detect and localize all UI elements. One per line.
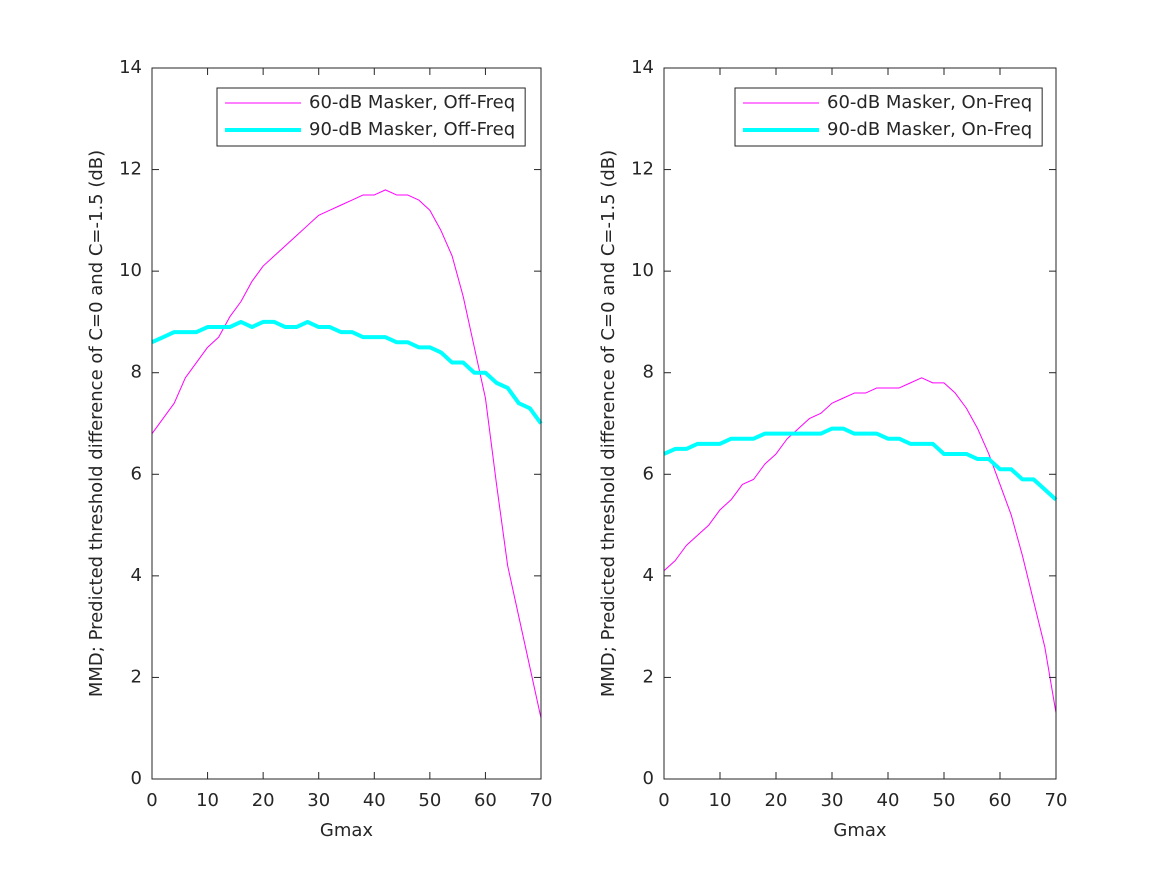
- plot-area: [664, 68, 1056, 779]
- x-tick-label: 50: [933, 790, 956, 811]
- plot-area: [152, 68, 541, 779]
- y-tick-label: 2: [131, 666, 142, 687]
- x-tick-label: 40: [877, 790, 900, 811]
- y-tick-label: 14: [119, 57, 142, 78]
- y-tick-label: 4: [131, 565, 142, 586]
- y-axis-label: MMD; Predicted threshold difference of C…: [598, 150, 619, 697]
- legend-label: 90-dB Masker, Off-Freq: [309, 119, 515, 140]
- legend-label: 60-dB Masker, Off-Freq: [309, 92, 515, 113]
- legend-box: [734, 87, 1043, 147]
- x-tick-label: 40: [363, 790, 386, 811]
- x-tick-label: 10: [709, 790, 732, 811]
- legend-label: 90-dB Masker, On-Freq: [827, 119, 1032, 140]
- x-axis-label: Gmax: [320, 820, 374, 841]
- x-tick-label: 0: [658, 790, 669, 811]
- x-tick-label: 70: [530, 790, 553, 811]
- x-tick-label: 10: [196, 790, 219, 811]
- x-tick-label: 60: [474, 790, 497, 811]
- y-tick-label: 10: [119, 260, 142, 281]
- axes-box: [663, 67, 1057, 780]
- y-tick-label: 6: [643, 463, 654, 484]
- data-line: [151, 189, 542, 719]
- x-tick-label: 20: [252, 790, 275, 811]
- y-tick-label: 8: [131, 362, 142, 383]
- legend: 60-dB Masker, Off-Freq 90-dB Masker, Off-…: [216, 87, 526, 147]
- y-tick-label: 0: [643, 768, 654, 789]
- y-tick-label: 14: [631, 57, 654, 78]
- legend-label: 60-dB Masker, On-Freq: [827, 92, 1032, 113]
- y-tick-label: 2: [643, 666, 654, 687]
- x-tick-label: 70: [1045, 790, 1068, 811]
- y-tick-label: 6: [131, 463, 142, 484]
- data-line: [663, 426, 1058, 502]
- y-tick-label: 4: [643, 565, 654, 586]
- axes-box: [151, 67, 542, 780]
- x-tick-label: 60: [989, 790, 1012, 811]
- data-line: [151, 319, 543, 425]
- y-tick-label: 10: [631, 260, 654, 281]
- y-tick-label: 0: [131, 768, 142, 789]
- y-axis-label: MMD; Predicted threshold difference of C…: [86, 150, 107, 697]
- x-tick-label: 50: [418, 790, 441, 811]
- y-tick-label: 8: [643, 362, 654, 383]
- x-tick-label: 30: [307, 790, 330, 811]
- x-axis-label: Gmax: [833, 820, 887, 841]
- legend-box: [216, 87, 526, 147]
- legend: 60-dB Masker, On-Freq 90-dB Masker, On-Fr…: [734, 87, 1043, 147]
- y-tick-label: 12: [119, 159, 142, 180]
- y-tick-label: 12: [631, 159, 654, 180]
- x-tick-label: 20: [765, 790, 788, 811]
- x-tick-label: 0: [146, 790, 157, 811]
- x-tick-label: 30: [821, 790, 844, 811]
